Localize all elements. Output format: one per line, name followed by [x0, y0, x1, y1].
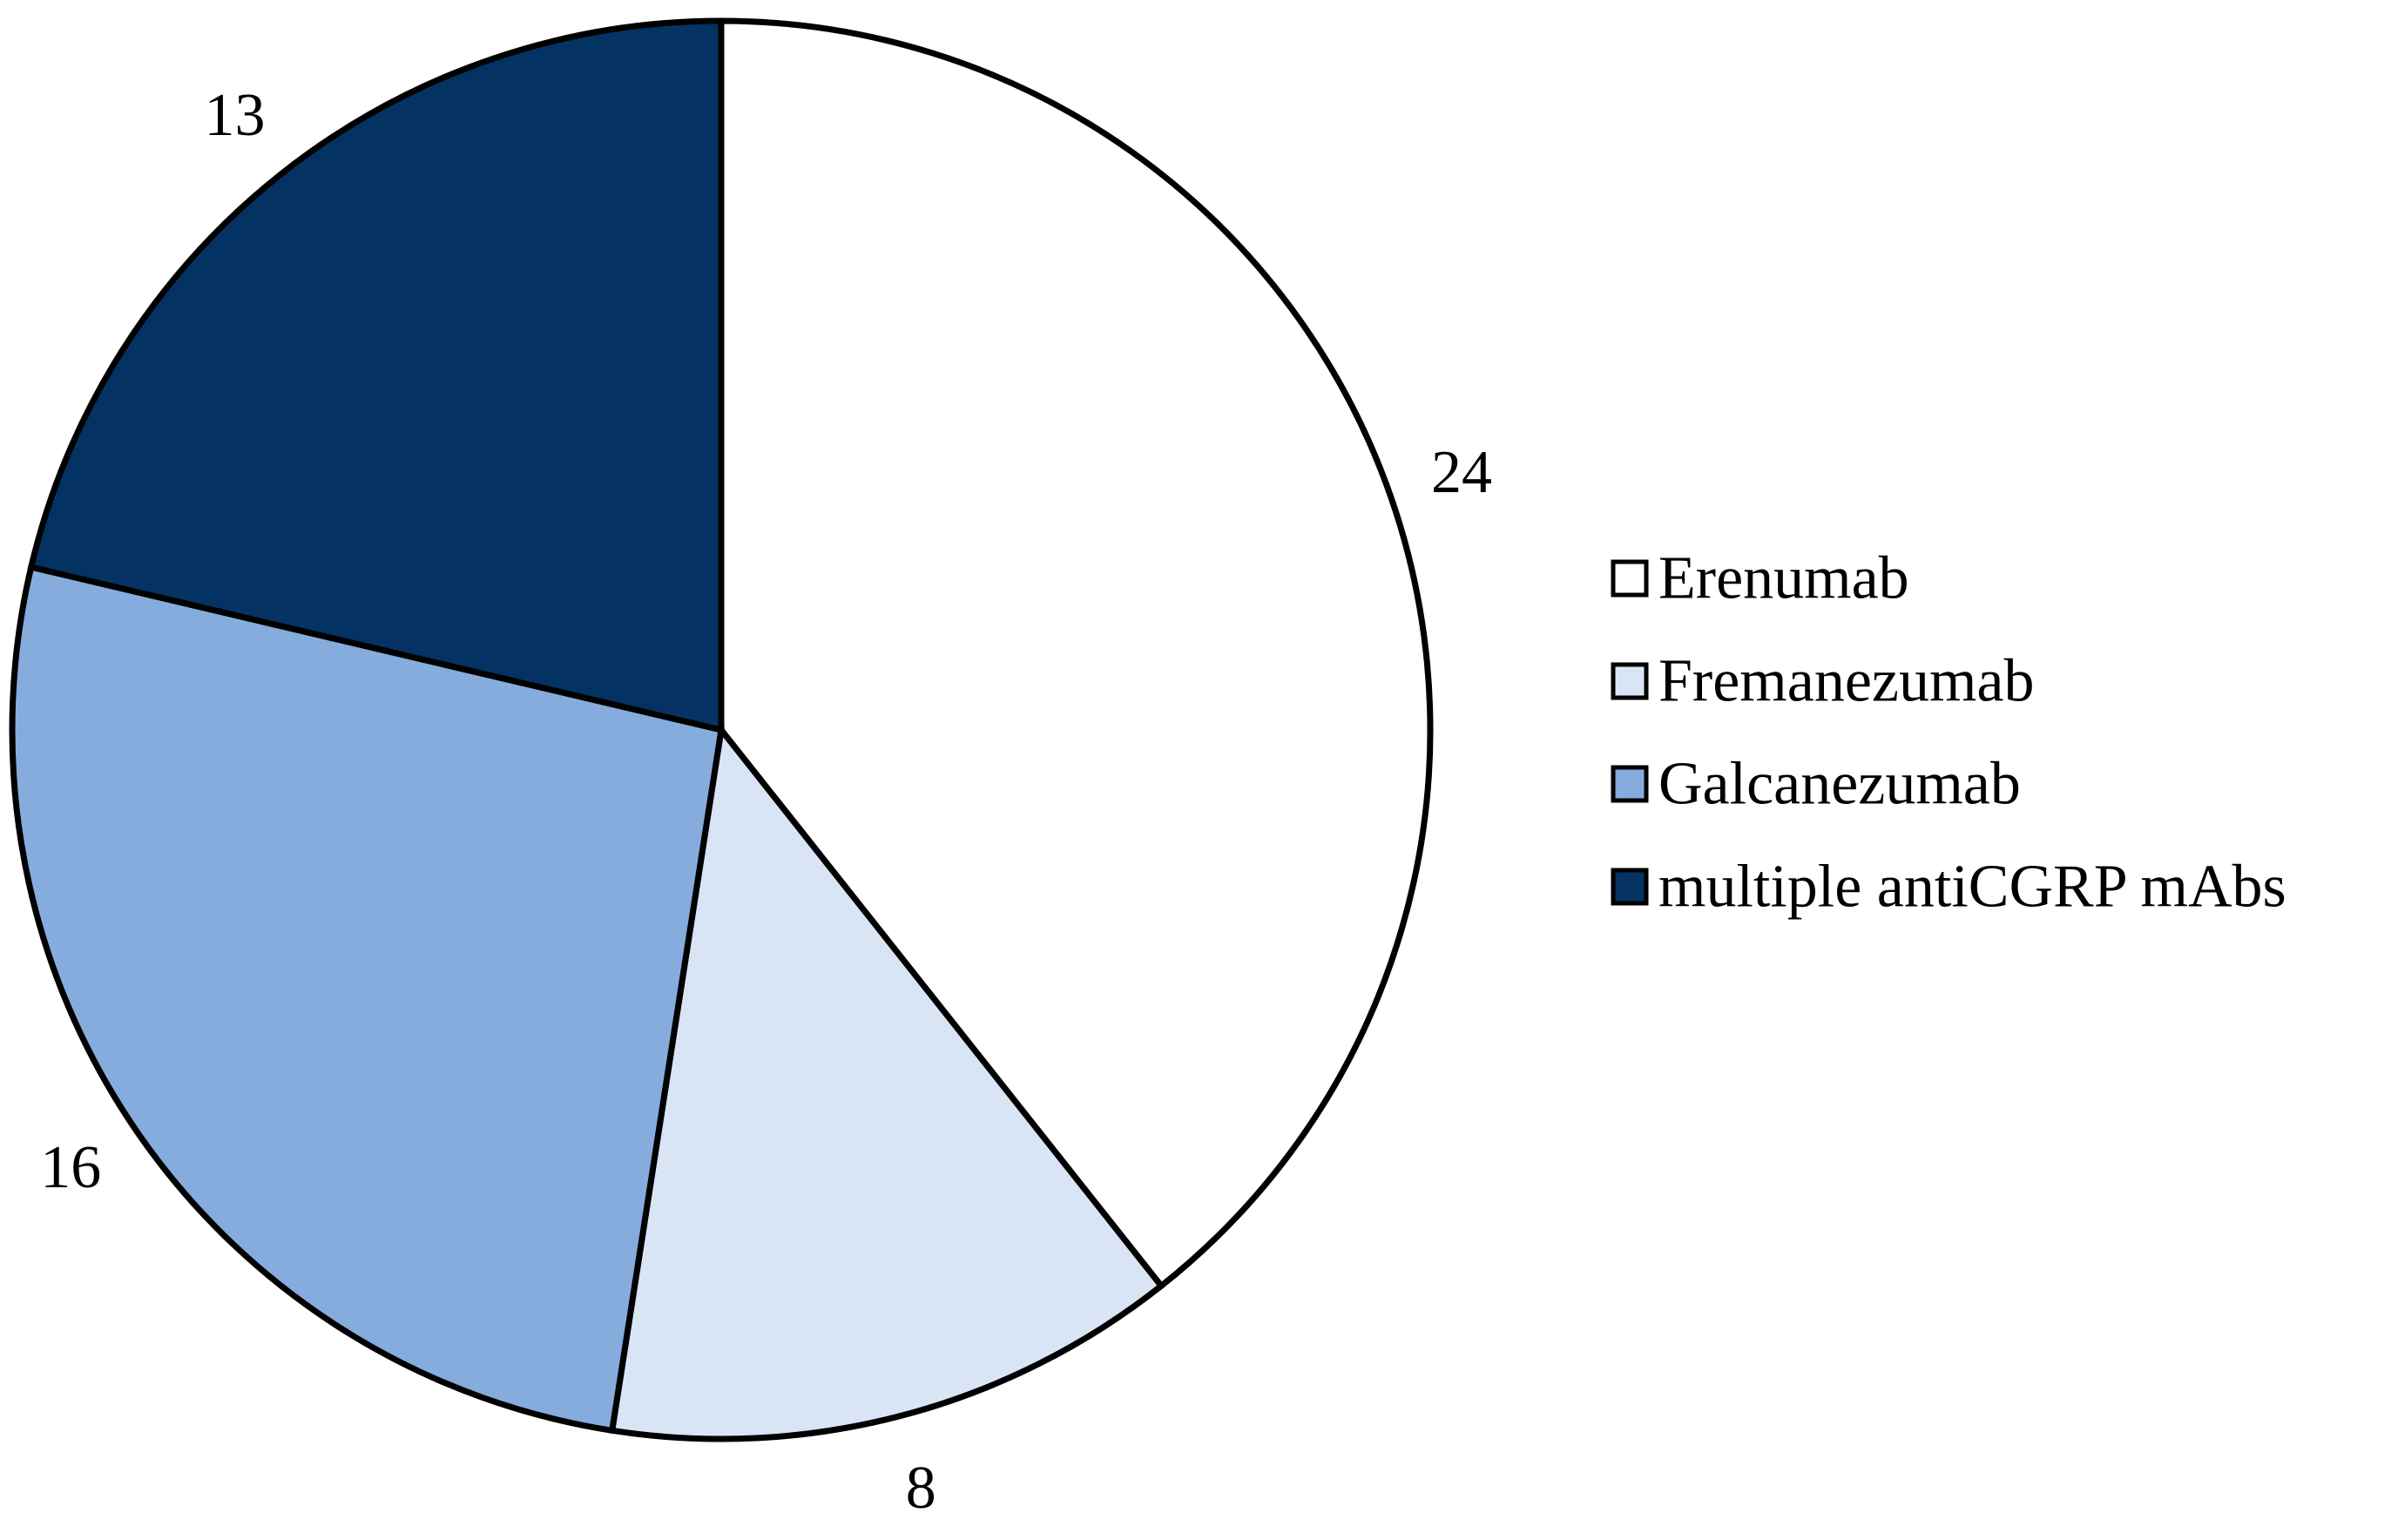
- legend-label-fremanezumab: Fremanezumab: [1658, 648, 2034, 715]
- data-label-galcanezumab: 16: [40, 1134, 101, 1201]
- legend-label-galcanezumab: Galcanezumab: [1658, 751, 2021, 818]
- legend: Erenumab Fremanezumab Galcanezumab multiple…: [1611, 545, 2286, 921]
- legend-swatch-multiple-anticgrp-mabs: [1611, 868, 1649, 906]
- data-label-multiple-anticgrp-mabs: 13: [205, 82, 266, 149]
- legend-swatch-erenumab: [1611, 559, 1649, 598]
- pie-slice-galcanezumab: [9, 563, 725, 1435]
- legend-swatch-fremanezumab: [1611, 662, 1649, 700]
- pie-slice-erenumab: [718, 17, 1434, 1291]
- legend-label-multiple-anticgrp-mabs: multiple antiCGRP mAbs: [1658, 854, 2286, 921]
- pie-slice-fremanezumab: [608, 722, 1166, 1442]
- pie-data-labels: 24 8 16 13: [40, 82, 1492, 1522]
- legend-label-erenumab: Erenumab: [1658, 545, 1909, 612]
- pie-slices: [9, 17, 1434, 1442]
- legend-swatch-galcanezumab: [1611, 765, 1649, 803]
- data-label-fremanezumab: 8: [906, 1455, 936, 1522]
- pie-slice-multiple-anticgrp-mabs: [27, 17, 725, 734]
- data-label-erenumab: 24: [1431, 439, 1492, 506]
